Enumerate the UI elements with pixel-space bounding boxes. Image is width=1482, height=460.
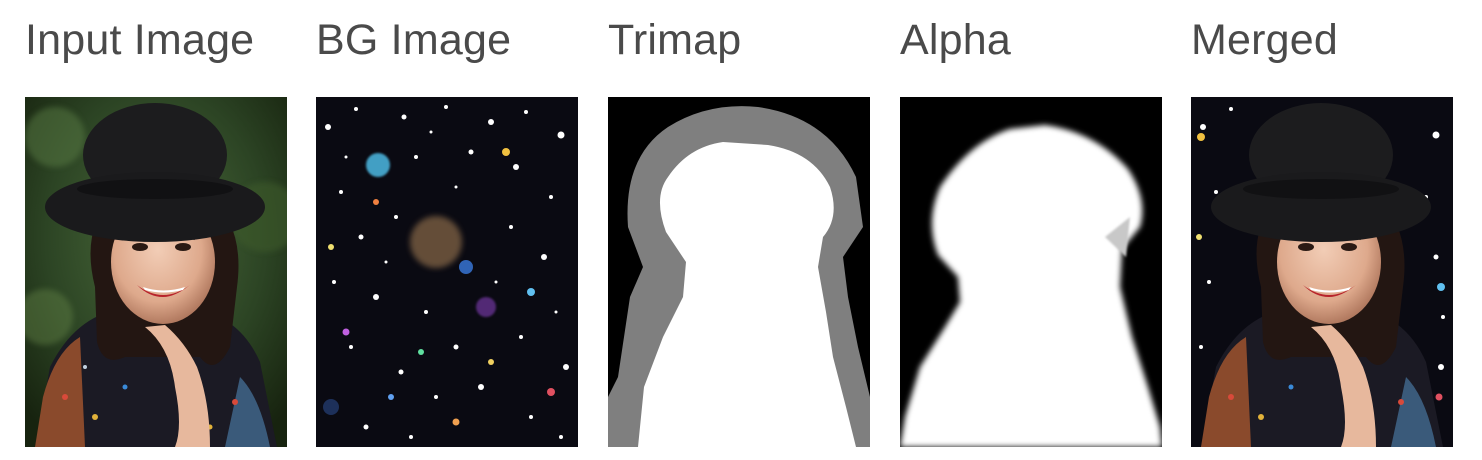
panel-title: Input Image [25, 16, 255, 64]
merged-image [1191, 97, 1453, 447]
alpha-image [900, 97, 1162, 447]
panel-title: Alpha [900, 16, 1011, 64]
panel-alpha: Alpha [900, 0, 1162, 460]
panel-merged: Merged [1191, 0, 1453, 460]
input-image [25, 97, 287, 447]
bg-image [316, 97, 578, 447]
panel-title: Trimap [608, 16, 742, 64]
panel-title: Merged [1191, 16, 1338, 64]
panel-input-image: Input Image [25, 0, 287, 460]
trimap-image [608, 97, 870, 447]
panel-trimap: Trimap [608, 0, 870, 460]
panel-title: BG Image [316, 16, 512, 64]
panel-bg-image: BG Image [316, 0, 578, 460]
